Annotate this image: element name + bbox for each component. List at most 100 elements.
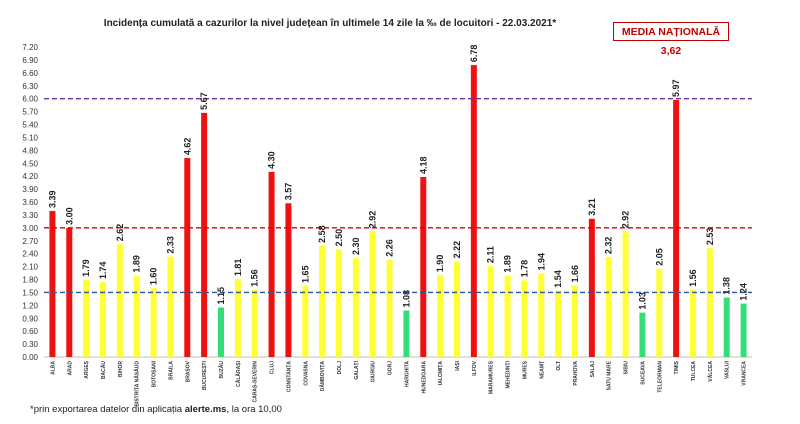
data-label: 3.00	[64, 207, 74, 225]
y-tick-label: 4.50	[22, 159, 38, 168]
y-tick-label: 1.80	[22, 276, 38, 285]
bar	[100, 282, 106, 357]
data-label: 2.62	[115, 224, 125, 242]
bar	[555, 290, 562, 357]
x-tick-label: BOTOȘANI	[152, 360, 158, 387]
data-label: 1.66	[570, 265, 580, 283]
y-tick-label: 4.20	[22, 172, 38, 181]
x-tick-label: GALAȚI	[354, 360, 360, 379]
data-label: 1.74	[98, 262, 108, 280]
x-tick-label: GORJ	[388, 361, 394, 375]
data-label: 2.58	[317, 225, 327, 243]
y-tick-label: 1.20	[22, 301, 38, 310]
bar	[740, 303, 747, 357]
data-label: 2.50	[334, 229, 344, 247]
data-label: 1.60	[149, 268, 159, 286]
bar	[49, 211, 56, 357]
bar	[336, 249, 342, 357]
bar	[588, 218, 595, 357]
national-average-badge: MEDIA NAȚIONALĂ 3,62	[613, 22, 729, 57]
y-tick-label: 5.10	[22, 133, 38, 142]
bar	[234, 279, 241, 357]
data-label: 1.38	[722, 277, 732, 295]
y-tick-label: 2.70	[22, 237, 38, 246]
x-tick-label: TULCEA	[691, 361, 697, 382]
footnote-suffix: , la ora 10,00	[226, 404, 282, 415]
y-tick-label: 5.70	[22, 108, 38, 117]
y-tick-label: 0.90	[22, 314, 38, 323]
y-tick-label: 7.20	[22, 43, 38, 52]
x-tick-label: GIURGIU	[371, 361, 377, 383]
x-tick-label: DOLJ	[337, 361, 343, 375]
data-label: 2.92	[621, 211, 631, 229]
bar	[167, 256, 174, 357]
data-label: 5.67	[199, 92, 209, 110]
bar	[437, 275, 444, 357]
bar	[386, 259, 393, 357]
x-tick-label: VÂLCEA	[707, 361, 714, 382]
x-tick-label: VASLUI	[725, 360, 731, 379]
y-tick-label: 3.30	[22, 211, 38, 220]
data-label: 1.24	[739, 283, 749, 301]
x-tick-label: ARAD	[67, 361, 73, 376]
bar	[201, 112, 208, 357]
bar	[639, 312, 646, 357]
x-tick-label: CONSTANȚA	[286, 361, 292, 392]
bar	[690, 289, 696, 357]
bar	[572, 285, 578, 357]
bar	[268, 171, 275, 357]
y-tick-label: 2.10	[22, 263, 38, 272]
data-label: 1.56	[688, 269, 698, 287]
footnote-prefix: *prin exportarea datelor din aplicația	[30, 404, 185, 415]
x-tick-label: HUNEDOARA	[421, 361, 427, 394]
x-tick-label: OLT	[556, 361, 562, 371]
x-tick-label: CLUJ	[270, 361, 276, 374]
data-label: 3.21	[587, 198, 597, 216]
x-tick-label: BUZĂU	[218, 361, 225, 379]
bar	[487, 266, 494, 357]
data-label: 1.08	[401, 290, 411, 308]
data-label: 1.03	[637, 292, 647, 310]
x-tick-label: MEHEDINȚI	[506, 360, 512, 388]
data-label: 2.22	[452, 241, 462, 259]
data-label: 3.39	[47, 191, 57, 209]
data-label: 2.92	[368, 211, 378, 229]
bar	[285, 203, 292, 357]
bar	[538, 273, 545, 357]
bar	[150, 288, 157, 357]
y-tick-label: 0.30	[22, 340, 38, 349]
bar	[319, 245, 326, 357]
data-label: 2.11	[486, 246, 496, 263]
data-label: 2.05	[654, 248, 664, 266]
footnote: *prin exportarea datelor din aplicația a…	[30, 404, 282, 415]
x-tick-label: VRANCEA	[742, 361, 748, 386]
bar	[133, 275, 140, 357]
y-tick-label: 2.40	[22, 250, 38, 259]
data-label: 2.33	[165, 236, 175, 254]
x-tick-label: SATU MARE	[607, 360, 613, 390]
x-tick-label: BUCUREȘTI	[202, 360, 208, 390]
x-tick-label: SIBIU	[624, 361, 630, 375]
data-label: 3.57	[283, 183, 293, 201]
x-tick-label: ARGEȘ	[84, 360, 90, 378]
y-tick-label: 3.00	[22, 224, 38, 233]
data-label: 1.94	[536, 253, 546, 271]
x-tick-label: ALBA	[50, 361, 56, 375]
data-label: 4.18	[418, 156, 428, 174]
x-tick-label: BISTRIȚA NĂSĂUD	[134, 361, 141, 407]
data-label: 2.26	[385, 239, 395, 257]
bar	[218, 307, 224, 357]
x-tick-label: TELEORMAN	[657, 361, 663, 393]
data-label: 1.89	[132, 255, 142, 273]
y-tick-label: 6.90	[22, 56, 38, 65]
x-tick-label: BACĂU	[100, 361, 107, 379]
bar	[116, 244, 123, 357]
data-label: 1.79	[81, 259, 91, 277]
data-label: 1.56	[250, 269, 260, 287]
x-tick-label: CARAȘ-SEVERIN	[253, 361, 259, 403]
x-tick-label: SALAJ	[590, 361, 596, 378]
bar	[454, 261, 460, 357]
bar	[706, 248, 713, 357]
chart-title: Incidența cumulată a cazurilor la nivel …	[103, 18, 557, 29]
